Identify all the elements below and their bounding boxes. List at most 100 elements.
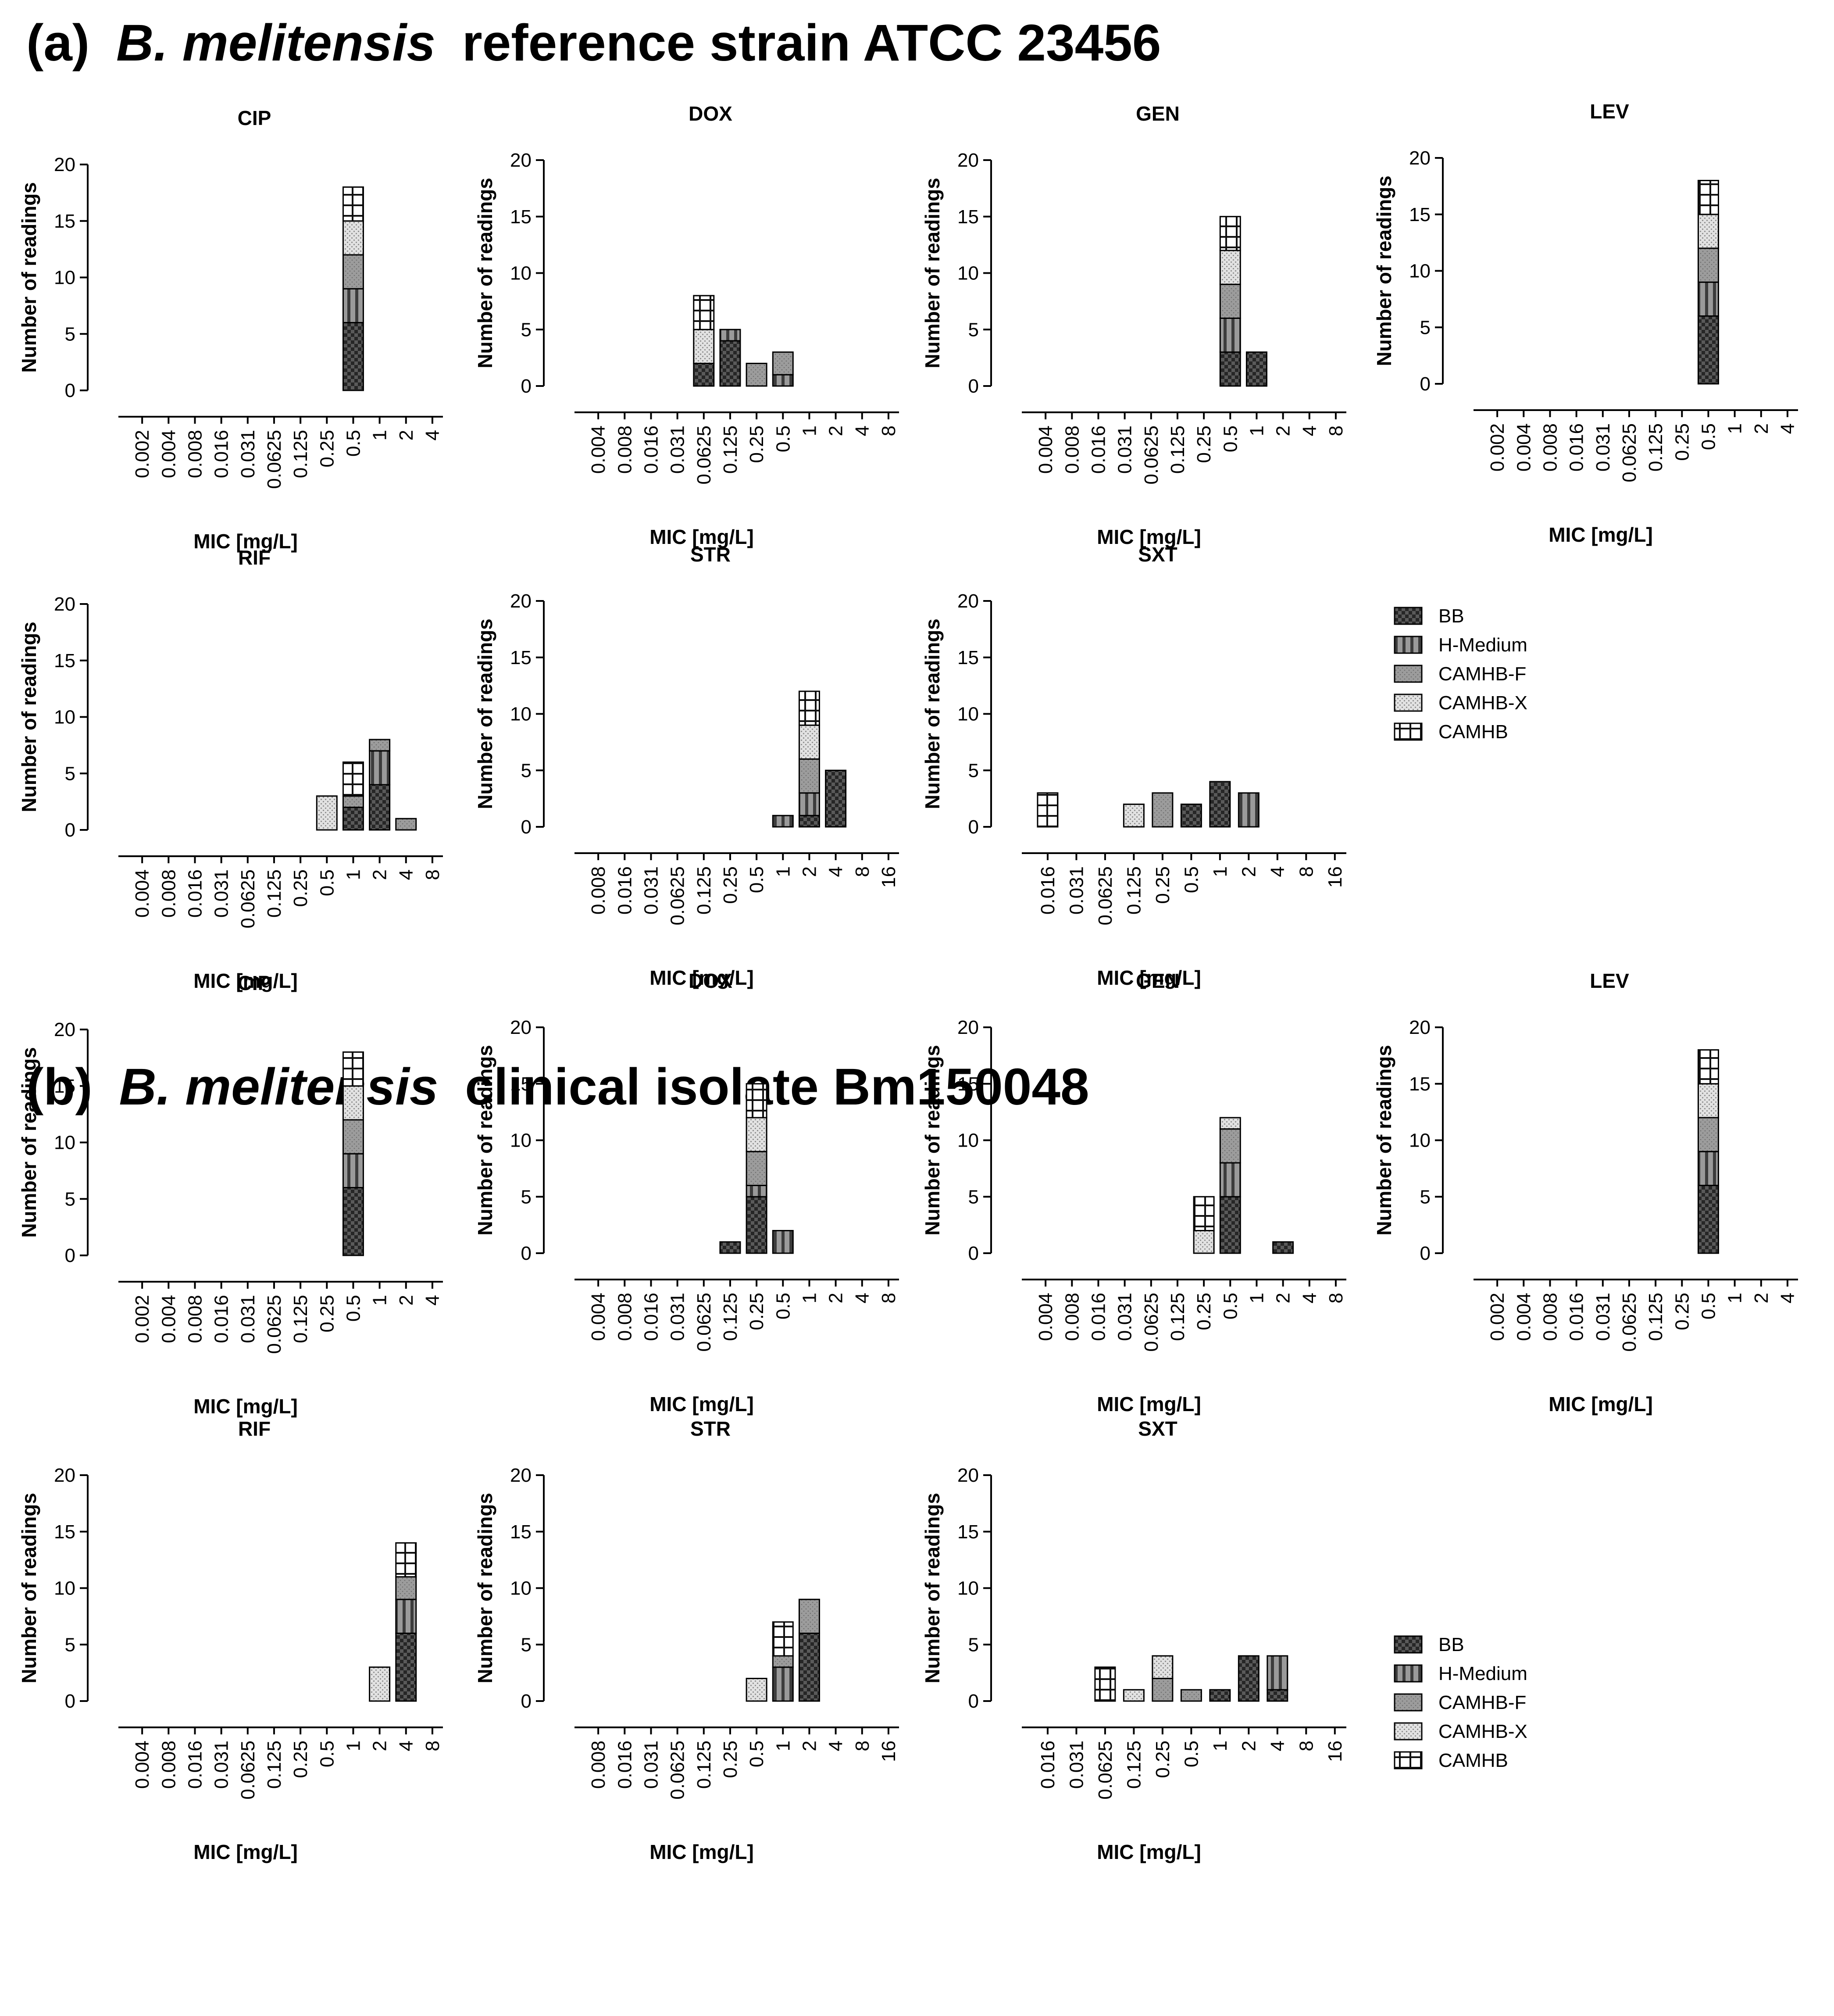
bar-segment-camhb-f [772,351,794,375]
bar-segment-camhb [1193,1196,1215,1231]
y-tick-label: 15 [510,1521,532,1543]
x-tick-label: 8 [422,869,443,880]
y-tick-label: 5 [968,1186,979,1208]
x-tick-label: 0.0625 [264,430,285,489]
bar-segment-h-medium [772,815,794,828]
bar-segment-camhb-f [798,758,820,794]
x-tick-label: 0.031 [1592,1293,1614,1341]
y-axis-label: Number of readings [18,1047,40,1238]
section-b-organism: B. melitensis [119,1058,438,1116]
legend-b-label-hmedium: H-Medium [1438,1663,1527,1684]
y-tick-label: 20 [54,593,75,615]
x-tick-label: 0.125 [290,1295,311,1343]
x-tick-label: 1 [1724,1293,1746,1303]
x-tick-label: 8 [1325,1293,1347,1303]
chart-title: LEV [1590,100,1629,123]
x-tick-label: 0.125 [1167,1293,1188,1341]
bar-segment-bb [746,1196,767,1254]
y-tick-label: 20 [957,590,979,612]
x-tick-label: 0.008 [614,425,635,474]
bar-segment-camhb-x [798,724,820,760]
y-axis-label: Number of readings [18,622,40,812]
y-tick-label: 5 [521,319,532,340]
bar-segment-camhb-f [772,1655,794,1668]
x-tick-label: 0.008 [184,1295,206,1343]
x-tick-label: 2 [1238,1741,1260,1751]
y-tick-label: 20 [54,154,75,175]
x-tick-label: 0.008 [588,866,609,915]
y-tick-label: 20 [1409,147,1431,169]
y-tick-label: 10 [1409,1130,1431,1151]
y-axis-label: Number of readings [18,182,40,373]
bar-segment-camhb-f [746,363,767,387]
x-tick-label: 0.031 [237,1295,259,1343]
y-tick-label: 10 [957,1130,979,1151]
x-tick-label: 1 [369,430,391,440]
x-tick-label: 0.031 [1066,1741,1087,1789]
x-tick-label: 0.25 [316,1295,338,1333]
x-tick-label: 0.004 [158,430,179,478]
x-tick-label: 0.008 [1539,423,1561,472]
bar-segment-camhb-x [316,795,338,831]
x-axis-label: MIC [mg/L] [193,969,298,992]
bar-segment-camhb [693,295,715,330]
bar-segment-h-medium [772,374,794,387]
y-tick-label: 20 [54,1019,75,1040]
bar-segment-bb [798,1633,820,1702]
x-tick-label: 0.25 [746,425,767,463]
y-tick-label: 0 [968,1243,979,1264]
x-tick-label: 0.5 [343,430,364,457]
y-tick-label: 15 [54,1521,75,1543]
y-tick-label: 5 [968,319,979,340]
y-tick-label: 15 [510,1073,532,1095]
x-tick-label: 0.002 [132,1295,153,1343]
y-axis-label: Number of readings [1373,175,1395,366]
x-tick-label: 0.031 [667,425,689,474]
chart-title: RIF [238,1417,271,1440]
y-tick-label: 15 [510,647,532,668]
y-tick-label: 5 [968,760,979,781]
y-tick-label: 20 [957,1465,979,1486]
x-tick-label: 0.25 [316,430,338,468]
bar-segment-h-medium [1238,792,1260,828]
x-tick-label: 0.5 [316,869,338,896]
bar-segment-camhb-f [1219,283,1241,319]
bar-segment-camhb-f [395,818,417,831]
x-axis-label: MIC [mg/L] [649,966,754,989]
bar-segment-bb [1697,315,1719,385]
y-tick-label: 15 [957,206,979,228]
y-tick-label: 0 [65,819,75,841]
x-tick-label: 0.004 [132,869,153,918]
x-tick-label: 0.0625 [1141,1293,1162,1352]
legend-b-swatch-camhb-f [1394,1693,1423,1712]
x-tick-label: 8 [1325,425,1347,436]
x-tick-label: 0.031 [1114,425,1136,474]
x-tick-label: 2 [1273,425,1294,436]
bar-segment-camhb [342,186,364,222]
x-tick-label: 4 [1777,423,1798,434]
x-tick-label: 16 [878,1741,899,1762]
x-axis-label: MIC [mg/L] [193,1395,298,1418]
y-tick-label: 0 [968,375,979,397]
bar-segment-bb [1272,1241,1294,1254]
x-tick-label: 0.008 [1061,425,1083,474]
x-tick-label: 0.008 [158,869,179,918]
x-tick-label: 1 [1246,1293,1267,1303]
x-tick-label: 1 [1724,423,1746,434]
x-tick-label: 0.5 [1181,1741,1202,1767]
chart-title: GEN [1136,102,1180,125]
x-tick-label: 0.008 [1061,1293,1083,1341]
bar-segment-bb [1219,1196,1241,1254]
y-tick-label: 20 [510,1017,532,1038]
x-tick-label: 0.008 [588,1741,609,1789]
x-tick-label: 0.008 [1539,1293,1561,1341]
y-axis-label: Number of readings [921,178,944,368]
x-tick-label: 0.5 [746,1741,767,1767]
x-tick-label: 0.25 [290,1741,311,1778]
